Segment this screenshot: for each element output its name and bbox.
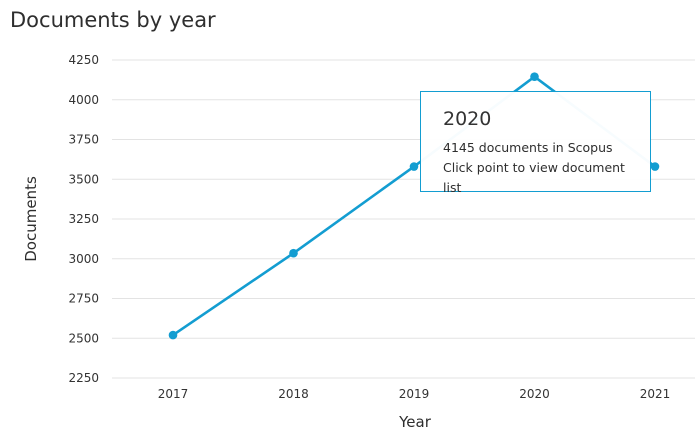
- tooltip-count: 4145 documents in Scopus: [443, 140, 613, 155]
- data-point[interactable]: [289, 248, 298, 258]
- y-tick-label: 4000: [68, 93, 99, 107]
- x-tick-label: 2018: [278, 387, 309, 401]
- y-tick-label: 3000: [68, 252, 99, 266]
- y-tick-label: 3750: [68, 133, 99, 147]
- y-tick-label: 3250: [68, 212, 99, 226]
- y-tick-label: 2750: [68, 292, 99, 306]
- tooltip-hint: Click point to view document list: [443, 160, 625, 195]
- y-tick-label: 2250: [68, 371, 99, 385]
- y-tick-label: 2500: [68, 331, 99, 345]
- y-tick-label: 4250: [68, 53, 99, 67]
- x-tick-label: 2017: [158, 387, 189, 401]
- y-axis-title: Documents: [22, 176, 40, 262]
- point-tooltip: 2020 4145 documents in Scopus Click poin…: [420, 91, 651, 195]
- data-point[interactable]: [409, 162, 419, 171]
- x-tick-label: 2020: [519, 387, 550, 401]
- data-point[interactable]: [650, 162, 660, 171]
- x-tick-label: 2019: [399, 387, 430, 401]
- y-tick-label: 3500: [68, 172, 99, 186]
- x-axis-title: Year: [398, 413, 432, 429]
- x-tick-label: 2021: [640, 387, 671, 401]
- tooltip-year: 2020: [443, 108, 492, 130]
- chart-title: Documents by year: [10, 8, 216, 32]
- data-point[interactable]: [168, 330, 178, 340]
- data-point[interactable]: [530, 72, 539, 81]
